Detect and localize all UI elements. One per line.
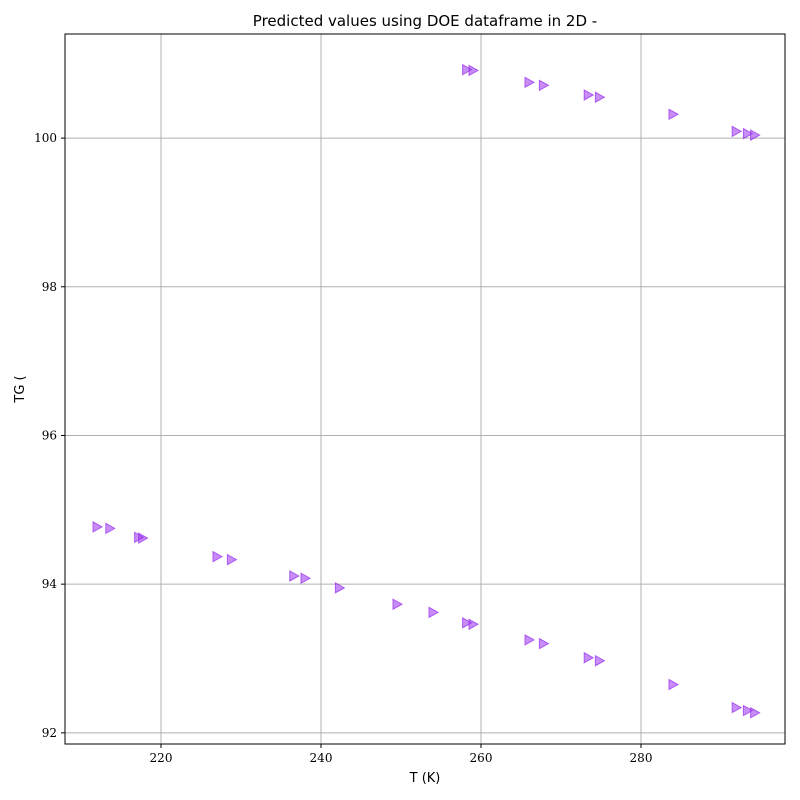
x-tick-label: 220 [150, 751, 173, 765]
y-tick-label: 100 [34, 131, 57, 145]
data-point [392, 598, 404, 611]
data-point [462, 63, 473, 76]
plot-frame [64, 33, 786, 745]
data-point [524, 634, 536, 646]
axis-ticks: 220 240 260 280 92 94 96 98 100 [34, 131, 652, 765]
data-point [731, 701, 743, 714]
data-point [334, 582, 346, 594]
data-point [468, 64, 480, 77]
chart-title: Predicted values using DOE dataframe in … [253, 12, 597, 30]
data-point [92, 521, 104, 533]
data-point [105, 522, 116, 535]
data-point [742, 127, 754, 140]
data-point [668, 678, 680, 691]
data-point [138, 532, 149, 544]
data-point [731, 125, 743, 138]
data-point [226, 553, 238, 566]
x-tick-label: 280 [630, 751, 653, 765]
data-point [594, 91, 606, 104]
data-point [428, 606, 440, 619]
data-points [92, 63, 761, 719]
data-point [538, 637, 550, 650]
x-tick-label: 260 [470, 751, 493, 765]
y-tick-label: 94 [42, 577, 58, 591]
y-axis-label: TG ( [13, 375, 28, 403]
x-axis-label: T (K) [409, 771, 441, 786]
data-point [750, 129, 761, 141]
y-tick-label: 98 [42, 280, 57, 294]
data-point [750, 706, 761, 719]
y-tick-label: 92 [42, 726, 57, 740]
data-point [668, 108, 680, 121]
data-point [594, 654, 606, 667]
data-point [742, 704, 754, 717]
data-point [468, 618, 480, 631]
x-tick-label: 240 [310, 751, 333, 765]
data-point [583, 89, 595, 101]
data-point [538, 79, 550, 92]
data-point [462, 616, 473, 629]
data-point [212, 550, 224, 563]
data-point [524, 76, 536, 89]
y-tick-label: 96 [42, 428, 57, 442]
data-point [289, 570, 300, 582]
data-point [300, 572, 312, 585]
data-point [583, 651, 595, 664]
grid-lines [65, 34, 785, 744]
